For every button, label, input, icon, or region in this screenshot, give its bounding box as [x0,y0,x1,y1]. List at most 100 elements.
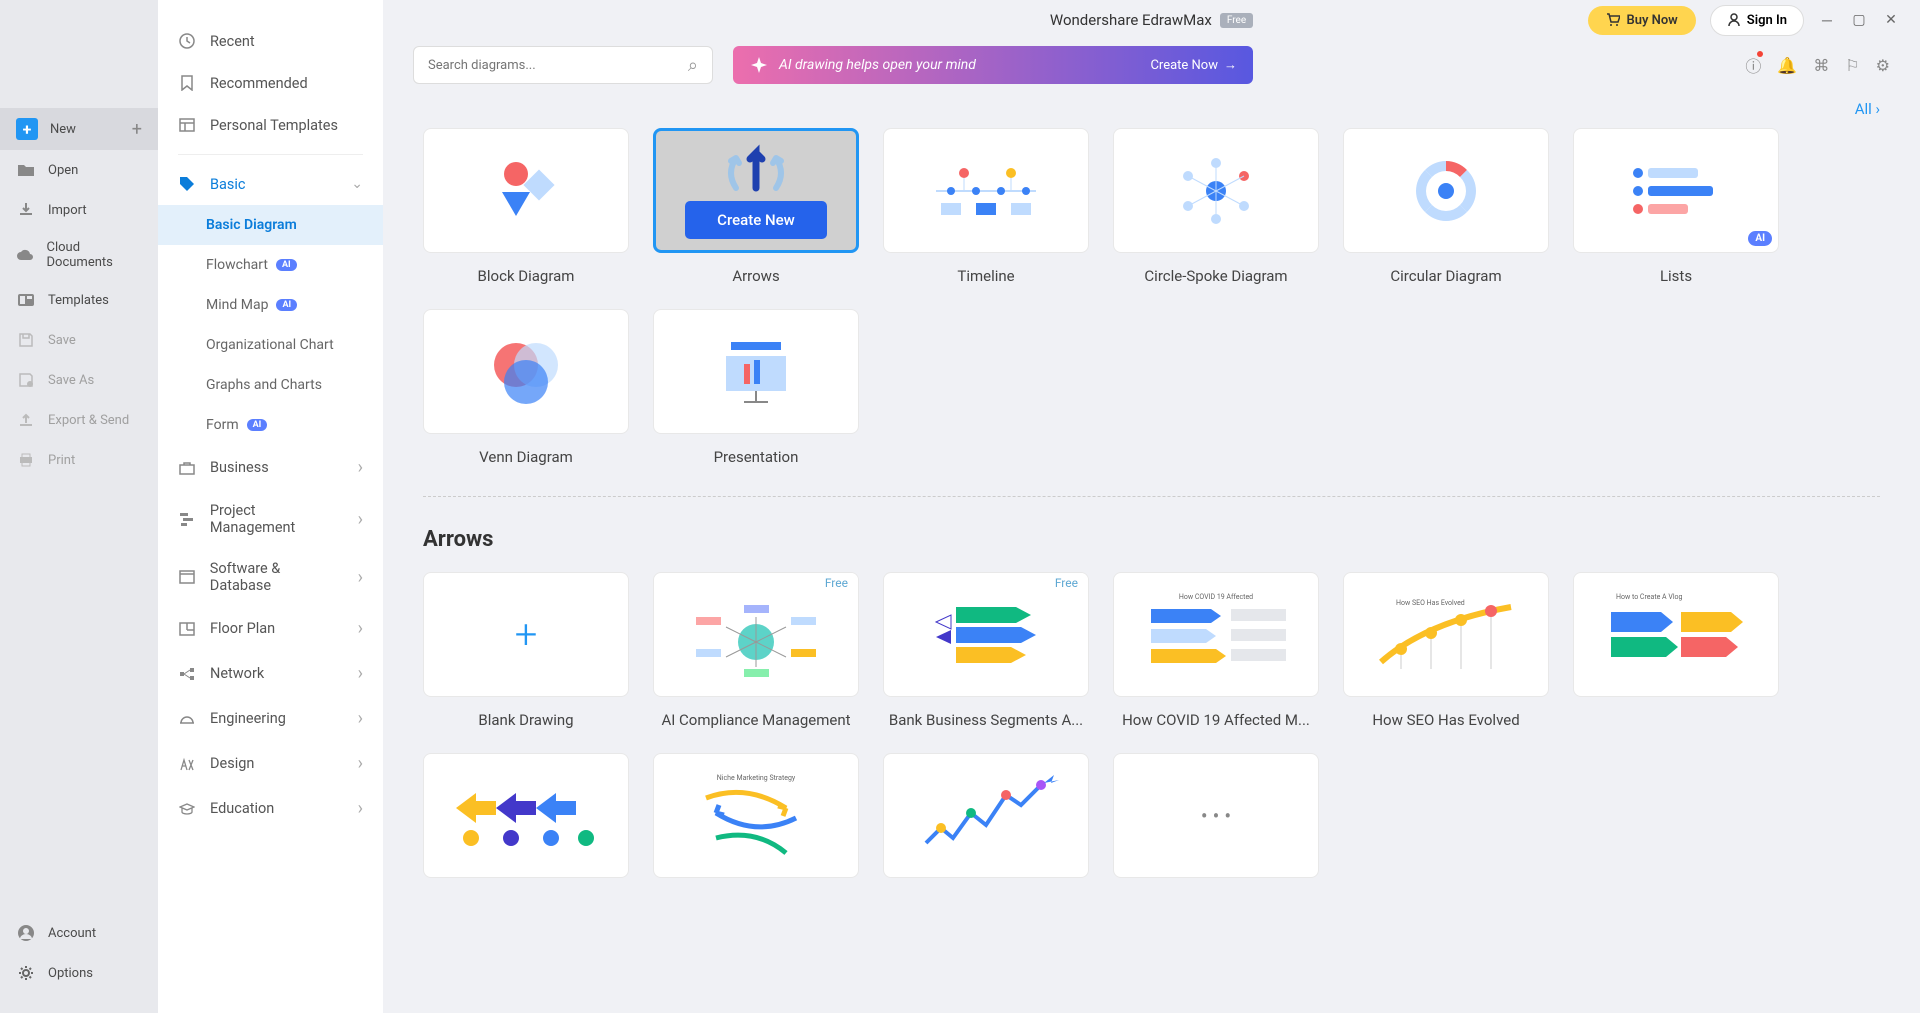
cloud-icon [16,245,35,265]
template-row2-4[interactable] [883,753,1089,878]
primary-sidebar: + New + Open Import Cloud Documents Temp… [0,0,158,1013]
template-row2-2[interactable] [423,753,629,878]
bell-icon[interactable]: 🔔 [1777,56,1797,75]
search-input[interactable] [428,58,688,73]
category-design[interactable]: Design [158,741,383,786]
design-icon [178,755,196,773]
buy-now-button[interactable]: Buy Now [1588,6,1695,35]
ai-badge: AI [276,299,297,311]
sidebar-item-options[interactable]: Options [0,953,158,993]
diagram-type-circular[interactable]: Circular Diagram [1343,128,1549,285]
tag-icon[interactable]: ⚐ [1845,56,1859,75]
app-title: Wondershare EdrawMax [1050,11,1212,29]
subcategory-mindmap[interactable]: Mind MapAI [158,285,383,325]
close-button[interactable]: ✕ [1882,11,1900,29]
diagram-type-lists[interactable]: AI Lists [1573,128,1779,285]
template-ai-compliance[interactable]: Free AI Compliance Management [653,572,859,729]
account-icon [16,923,36,943]
subcategory-graphs[interactable]: Graphs and Charts [158,365,383,405]
all-link[interactable]: All › [383,90,1920,118]
sidebar-item-save: Save [0,320,158,360]
category-software-database[interactable]: Software & Database [158,548,383,606]
category-network[interactable]: Network [158,651,383,696]
category-education[interactable]: Education [158,786,383,831]
svg-text:How SEO Has Evolved: How SEO Has Evolved [1396,599,1465,607]
category-project-management[interactable]: Project Management [158,490,383,548]
diagram-type-arrows[interactable]: Create New Arrows [653,128,859,285]
briefcase-icon [178,459,196,477]
sidebar-item-cloud-documents[interactable]: Cloud Documents [0,230,158,280]
diagram-type-circle-spoke[interactable]: Circle-Spoke Diagram [1113,128,1319,285]
sidebar-item-open[interactable]: Open [0,150,158,190]
category-engineering[interactable]: Engineering [158,696,383,741]
template-row2-3[interactable]: Niche Marketing Strategy [653,753,859,878]
import-icon [16,200,36,220]
category-basic[interactable]: Basic [158,163,383,205]
subcategory-flowchart[interactable]: FlowchartAI [158,245,383,285]
search-box[interactable]: ⌕ [413,46,713,84]
window-icon [178,568,196,586]
add-icon[interactable]: + [132,119,142,140]
gear-icon [16,963,36,983]
free-tag: Free [1045,573,1088,593]
category-personal-templates[interactable]: Personal Templates [158,104,383,146]
floorplan-icon [178,620,196,638]
plus-icon: + [16,118,38,140]
sidebar-item-account[interactable]: Account [0,913,158,953]
sidebar-item-templates[interactable]: Templates [0,280,158,320]
sidebar-item-new[interactable]: + New + [0,108,158,150]
titlebar: Wondershare EdrawMax Free Buy Now Sign I… [383,0,1920,40]
svg-text:Niche Marketing Strategy: Niche Marketing Strategy [717,774,796,782]
free-tag: Free [815,573,858,593]
template-seo[interactable]: How SEO Has Evolved How SEO Has Evolved [1343,572,1549,729]
subcategory-basic-diagram[interactable]: Basic Diagram [158,205,383,245]
settings-icon[interactable]: ⚙ [1876,56,1890,75]
diagram-type-presentation[interactable]: Presentation [653,309,859,466]
education-icon [178,800,196,818]
gantt-icon [178,510,196,528]
tag-icon [178,175,196,193]
sidebar-item-import[interactable]: Import [0,190,158,230]
template-blank-drawing[interactable]: + Blank Drawing [423,572,629,729]
clock-icon [178,32,196,50]
grid-icon[interactable]: ⌘ [1813,56,1829,75]
minimize-button[interactable]: ─ [1818,11,1836,29]
diagram-type-venn[interactable]: Venn Diagram [423,309,629,466]
ai-badge: AI [276,259,297,271]
category-sidebar: Recent Recommended Personal Templates Ba… [158,0,383,1013]
ai-badge: AI [247,419,268,431]
template-bank-business[interactable]: Free Bank Business Segments A... [883,572,1089,729]
category-recommended[interactable]: Recommended [158,62,383,104]
diagram-type-timeline[interactable]: Timeline [883,128,1089,285]
maximize-button[interactable]: ▢ [1850,11,1868,29]
template-more[interactable]: • • • [1113,753,1319,878]
ai-badge: AI [1748,231,1772,246]
templates-icon [16,290,36,310]
print-icon [16,450,36,470]
category-recent[interactable]: Recent [158,20,383,62]
search-icon[interactable]: ⌕ [688,55,698,76]
main-content: Wondershare EdrawMax Free Buy Now Sign I… [383,0,1920,1013]
category-business[interactable]: Business [158,445,383,490]
help-icon[interactable]: ⓘ [1745,53,1761,77]
sign-in-button[interactable]: Sign In [1710,5,1804,36]
template-row2-1[interactable]: How to Create A Vlog [1573,572,1779,729]
template-covid[interactable]: How COVID 19 Affected How COVID 19 Affec… [1113,572,1319,729]
category-floor-plan[interactable]: Floor Plan [158,606,383,651]
section-title: Arrows [423,527,1880,552]
diagram-type-block[interactable]: Block Diagram [423,128,629,285]
create-new-button[interactable]: Create New [685,201,827,239]
diagram-type-grid: Block Diagram Create New Arrows [423,128,1880,466]
content-scroll[interactable]: Block Diagram Create New Arrows [383,118,1920,1013]
folder-icon [16,160,36,180]
subcategory-orgchart[interactable]: Organizational Chart [158,325,383,365]
sidebar-item-print: Print [0,440,158,480]
subcategory-form[interactable]: FormAI [158,405,383,445]
network-icon [178,665,196,683]
arrows-template-grid: + Blank Drawing Free AI Co [423,572,1880,878]
ai-banner[interactable]: AI drawing helps open your mind Create N… [733,46,1253,84]
create-now-link[interactable]: Create Now → [1150,57,1237,73]
save-icon [16,330,36,350]
cart-icon [1606,13,1620,27]
plus-icon: + [515,611,538,658]
